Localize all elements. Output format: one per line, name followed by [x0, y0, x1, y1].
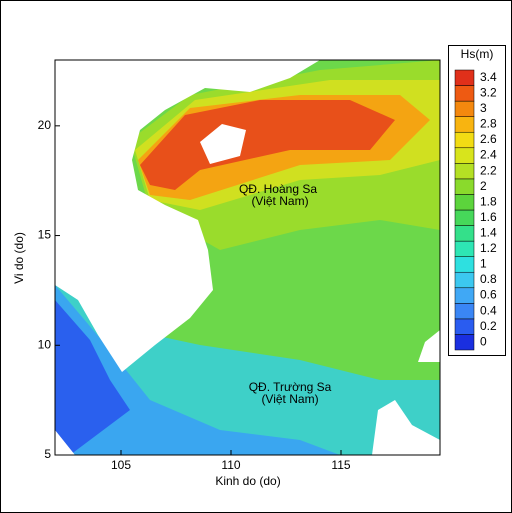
- colorbar-label: 0.2: [480, 319, 497, 333]
- colorbar-label: 3.4: [480, 70, 497, 84]
- annotation: (Việt Nam): [261, 392, 318, 406]
- wave-field: [55, 60, 440, 455]
- annotation: QĐ. Hoàng Sa: [239, 182, 317, 196]
- colorbar-label: 1.6: [480, 210, 497, 224]
- colorbar-label: 0.6: [480, 288, 497, 302]
- colorbar-label: 3.2: [480, 86, 497, 100]
- x-tick-label: 105: [111, 458, 131, 472]
- colorbar-swatch: [454, 100, 475, 117]
- colorbar-swatch: [454, 240, 475, 257]
- colorbar-swatch: [454, 209, 475, 226]
- colorbar-label: 3: [480, 101, 487, 115]
- colorbar-label: 1: [480, 257, 487, 271]
- colorbar-label: 1.8: [480, 194, 497, 208]
- colorbar-label: 2.2: [480, 163, 497, 177]
- colorbar-swatch: [454, 116, 475, 133]
- y-axis-label: Vi do (do): [12, 232, 26, 284]
- colorbar-label: 0.4: [480, 303, 497, 317]
- x-tick-label: 110: [221, 458, 240, 472]
- colorbar-swatch: [454, 318, 475, 335]
- colorbar-swatch: [454, 287, 475, 304]
- colorbar-swatch: [454, 334, 475, 351]
- colorbar-swatch: [454, 163, 475, 180]
- colorbar-label: 1.2: [480, 241, 497, 255]
- colorbar-label: 2: [480, 179, 487, 193]
- x-tick-label: 115: [331, 458, 350, 472]
- y-tick-label: 5: [44, 447, 51, 461]
- y-tick-label: 15: [38, 228, 52, 242]
- colorbar-swatch: [454, 271, 475, 289]
- plot-border: [54, 59, 441, 456]
- y-tick-label: 20: [38, 118, 52, 132]
- colorbar-swatch: [454, 256, 475, 273]
- colorbar-label: 0.8: [480, 272, 497, 286]
- x-axis-label: Kinh do (do): [215, 474, 280, 488]
- colorbar-swatch: [454, 85, 475, 102]
- y-tick-label: 10: [38, 337, 52, 351]
- colorbar-label: 2.4: [480, 148, 497, 162]
- colorbar-swatch: [454, 131, 475, 149]
- annotation: (Việt Nam): [251, 194, 308, 208]
- colorbar-label: 0: [480, 334, 487, 348]
- colorbar-swatch: [454, 303, 475, 320]
- colorbar-title: Hs(m): [461, 47, 494, 61]
- colorbar-swatch: [454, 194, 475, 211]
- colorbar-swatch: [454, 225, 475, 242]
- colorbar-swatch: [454, 147, 475, 164]
- colorbar-swatch: [454, 69, 475, 86]
- colorbar-label: 1.4: [480, 226, 497, 240]
- colorbar-swatch: [454, 178, 475, 195]
- annotation: QĐ. Trường Sa: [249, 380, 332, 394]
- colorbar-label: 2.8: [480, 117, 497, 131]
- colorbar-label: 2.6: [480, 132, 497, 146]
